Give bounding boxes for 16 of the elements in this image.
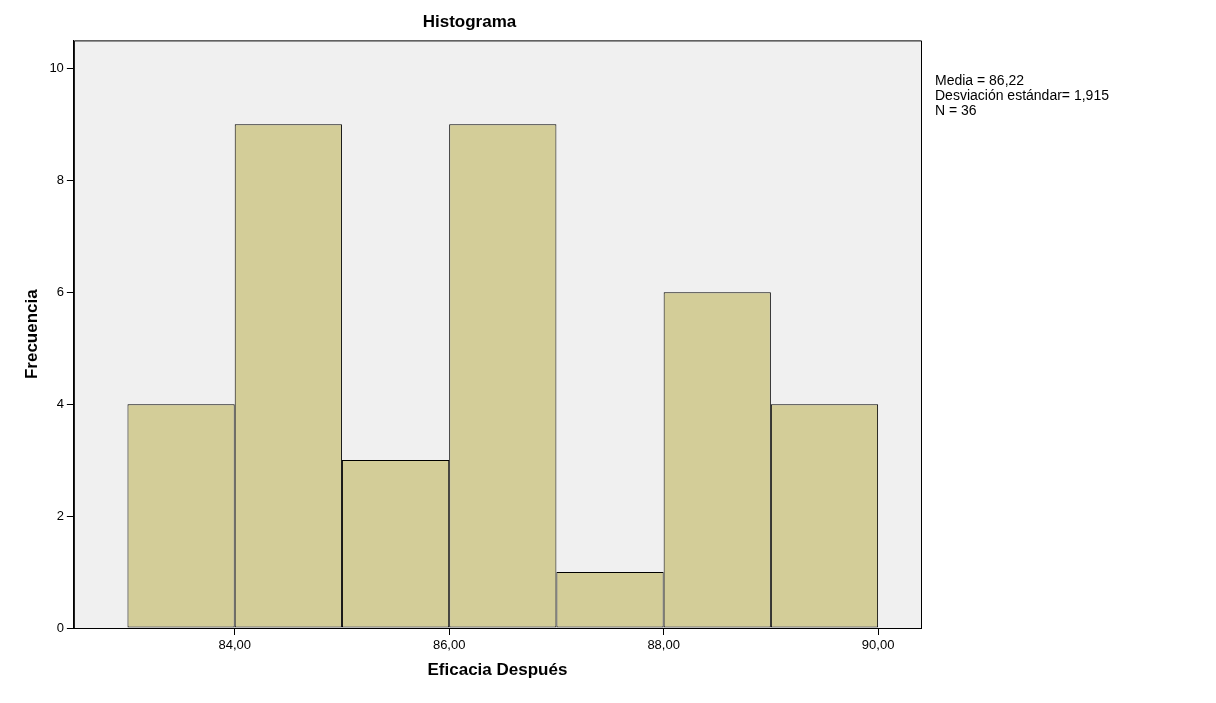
y-axis-title: Frecuencia [21,288,41,380]
y-tick-label: 0 [56,619,64,635]
y-tick-label: 6 [56,283,64,299]
x-axis-title: Eficacia Después [427,660,568,680]
y-tick-label: 4 [56,395,64,411]
text: Desviación estándar= 1,915 [935,87,1110,104]
text: N = 36 [935,102,977,119]
y-tick-label: 8 [56,171,64,187]
y-tick-label: 2 [56,507,64,523]
x-tick-label: 86,00 [432,637,466,653]
x-tick-label: 88,00 [647,637,680,653]
chart-title: Histograma [422,11,517,31]
text: Media = 86,22 [935,72,1025,89]
x-tick-label: 84,00 [218,637,251,653]
x-tick-label: 90,00 [861,637,895,653]
y-tick-label: 10 [49,59,64,75]
